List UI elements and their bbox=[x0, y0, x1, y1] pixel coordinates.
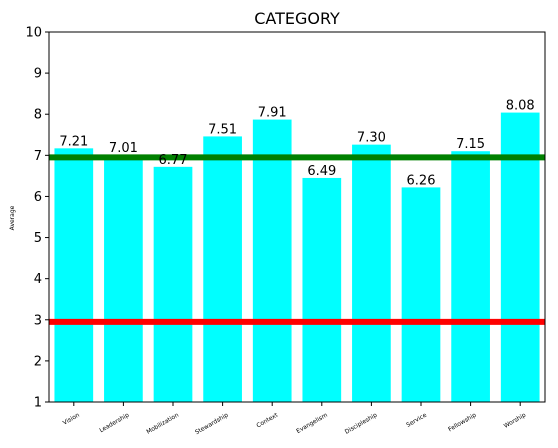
bar-discipleship bbox=[352, 145, 391, 402]
value-label-context: 7.91 bbox=[258, 106, 287, 121]
y-tick-label-4: 4 bbox=[34, 272, 42, 287]
value-label-mobilization: 6.77 bbox=[159, 153, 188, 168]
value-label-fellowship: 7.15 bbox=[456, 137, 485, 152]
y-tick-label-2: 2 bbox=[34, 354, 42, 369]
y-tick-label-8: 8 bbox=[34, 108, 42, 123]
bar-vision bbox=[54, 148, 93, 402]
bar-fellowship bbox=[451, 151, 490, 402]
y-tick-label-6: 6 bbox=[34, 190, 42, 205]
y-tick-label-7: 7 bbox=[34, 149, 42, 164]
value-label-leadership: 7.01 bbox=[109, 141, 138, 156]
value-label-service: 6.26 bbox=[407, 173, 436, 188]
bar-leadership bbox=[104, 155, 143, 402]
bar-context bbox=[253, 120, 292, 402]
value-label-stewardship: 7.51 bbox=[208, 122, 237, 137]
bar-evangelism bbox=[302, 178, 341, 402]
value-label-discipleship: 7.30 bbox=[357, 131, 386, 146]
value-label-vision: 7.21 bbox=[59, 134, 88, 149]
value-label-worship: 8.08 bbox=[506, 99, 535, 114]
bar-mobilization bbox=[154, 167, 193, 402]
y-tick-label-5: 5 bbox=[34, 231, 42, 246]
y-tick-label-3: 3 bbox=[34, 313, 42, 328]
y-axis-label: Average bbox=[9, 205, 16, 230]
bar-stewardship bbox=[203, 136, 242, 402]
chart-title: CATEGORY bbox=[254, 9, 340, 28]
y-tick-label-9: 9 bbox=[34, 67, 42, 82]
bar-service bbox=[402, 187, 441, 402]
y-tick-label-10: 10 bbox=[25, 26, 42, 41]
value-label-evangelism: 6.49 bbox=[307, 164, 336, 179]
y-tick-label-1: 1 bbox=[34, 396, 42, 411]
